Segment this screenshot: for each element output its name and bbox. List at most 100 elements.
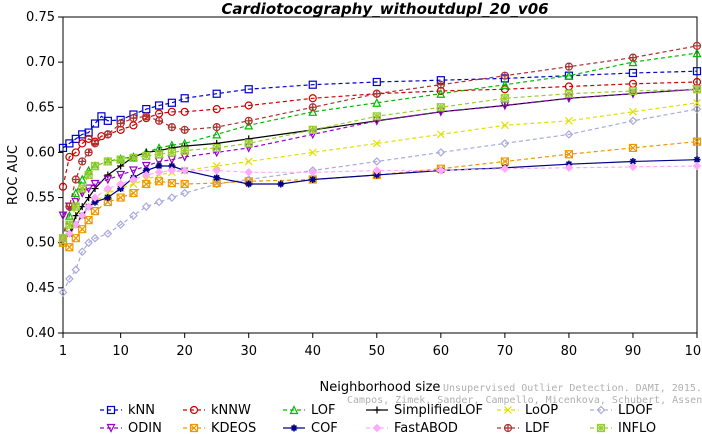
data-point-inflo	[90, 161, 100, 171]
y-tick-label: 0.60	[26, 145, 55, 160]
data-point-lof	[436, 88, 446, 98]
legend-marker-fastabod	[372, 423, 382, 433]
data-point-ldf	[212, 123, 221, 132]
data-point-kdeos	[71, 234, 80, 243]
chart-title: Cardiotocography_withoutdupl_20_v06	[221, 0, 548, 18]
series-line-ldf	[62, 45, 698, 239]
data-point-kdeos	[129, 188, 138, 198]
series-inflo	[58, 85, 702, 243]
watermark-line-1: Unsupervised Outlier Detection. DAMI, 20…	[443, 383, 702, 394]
data-point-fastabod	[142, 170, 151, 180]
data-point-cof	[245, 180, 253, 188]
data-point-cof	[373, 171, 381, 179]
data-point-inflo	[154, 150, 164, 159]
data-point-cof	[693, 156, 701, 164]
series-line-kdeos	[62, 141, 698, 249]
x-tick-label: 20	[176, 344, 193, 359]
data-point-ldf	[154, 116, 164, 125]
data-point-ldof	[436, 148, 446, 157]
data-point-inflo	[129, 153, 138, 162]
data-point-knn	[65, 139, 74, 148]
legend-marker-kdeos	[189, 423, 199, 433]
data-point-knn	[97, 112, 106, 121]
data-point-loop	[129, 180, 138, 188]
y-tick-label: 0.75	[26, 10, 55, 25]
x-tick-label: 60	[433, 344, 450, 359]
data-point-inflo	[103, 157, 112, 166]
data-point-lof	[71, 188, 81, 198]
data-point-loop	[629, 107, 637, 116]
legend-label: LDOF	[618, 403, 653, 418]
data-point-fastabod	[129, 175, 138, 184]
data-point-lof	[308, 106, 318, 116]
data-point-ldf	[372, 89, 381, 98]
data-point-cof	[629, 157, 637, 165]
data-point-ldf	[90, 139, 100, 148]
legend-marker-simplifiedlof	[373, 406, 381, 414]
data-point-knnw	[58, 182, 68, 191]
legend-label: LDF	[525, 421, 550, 434]
series-ldof	[58, 104, 702, 297]
series-line-ldof	[62, 108, 698, 293]
data-point-kdeos	[167, 179, 176, 188]
data-point-lof	[244, 120, 254, 130]
data-point-fastabod	[103, 184, 113, 193]
data-point-ldof	[116, 220, 125, 230]
data-point-inflo	[244, 139, 253, 148]
plot-frame	[62, 16, 698, 334]
data-point-kdeos	[628, 143, 638, 153]
data-point-fastabod	[212, 166, 221, 175]
data-point-loop	[244, 157, 253, 166]
data-point-ldf	[500, 71, 509, 80]
y-tick-label: 0.40	[26, 326, 55, 341]
data-point-knn	[372, 77, 381, 87]
series-line-simplifiedlof	[62, 88, 698, 239]
data-point-ldf	[180, 125, 189, 134]
legend-label: COF	[311, 421, 338, 434]
legend-marker-lof	[289, 405, 299, 415]
data-point-fastabod	[244, 168, 253, 177]
x-tick-label: 80	[561, 344, 578, 359]
x-tick-label: 50	[369, 344, 386, 359]
data-point-cof	[91, 198, 99, 206]
data-point-knn	[90, 119, 100, 128]
series-line-knn	[62, 70, 698, 149]
data-point-ldf	[103, 130, 112, 139]
data-point-knn	[308, 80, 317, 89]
legend-marker-odin	[106, 423, 116, 433]
data-point-ldof	[65, 274, 74, 284]
data-point-ldof	[141, 202, 151, 211]
data-point-lof	[372, 97, 382, 107]
data-point-odin	[103, 175, 113, 185]
data-point-ldf	[692, 41, 702, 50]
data-point-ldof	[180, 188, 190, 198]
data-point-inflo	[58, 234, 68, 243]
x-tick-label: 90	[625, 344, 642, 359]
series-line-inflo	[62, 88, 698, 239]
legend-label: LOF	[311, 403, 336, 418]
data-point-cof	[117, 185, 125, 193]
legend-marker-inflo	[596, 423, 606, 433]
data-point-lof	[564, 70, 574, 80]
data-point-ldf	[564, 62, 574, 71]
series-line-lof	[62, 52, 698, 239]
data-point-knnw	[180, 107, 189, 116]
series-fastabod	[58, 161, 702, 243]
data-point-knnw	[167, 107, 176, 116]
data-point-ldf	[78, 157, 87, 166]
data-point-fastabod	[372, 166, 382, 175]
data-point-ldof	[77, 247, 87, 257]
data-point-cof	[155, 162, 163, 170]
data-point-inflo	[372, 112, 381, 121]
data-point-inflo	[84, 170, 93, 180]
data-point-ldof	[372, 157, 382, 166]
data-point-inflo	[180, 146, 189, 155]
data-point-knnw	[78, 139, 87, 148]
data-point-knn	[103, 116, 112, 125]
legend-label: FastABOD	[394, 421, 458, 434]
series-line-odin	[62, 88, 698, 216]
legend-item-kdeos: KDEOS	[183, 421, 256, 434]
data-point-kdeos	[78, 225, 87, 234]
data-point-ldf	[84, 148, 93, 157]
